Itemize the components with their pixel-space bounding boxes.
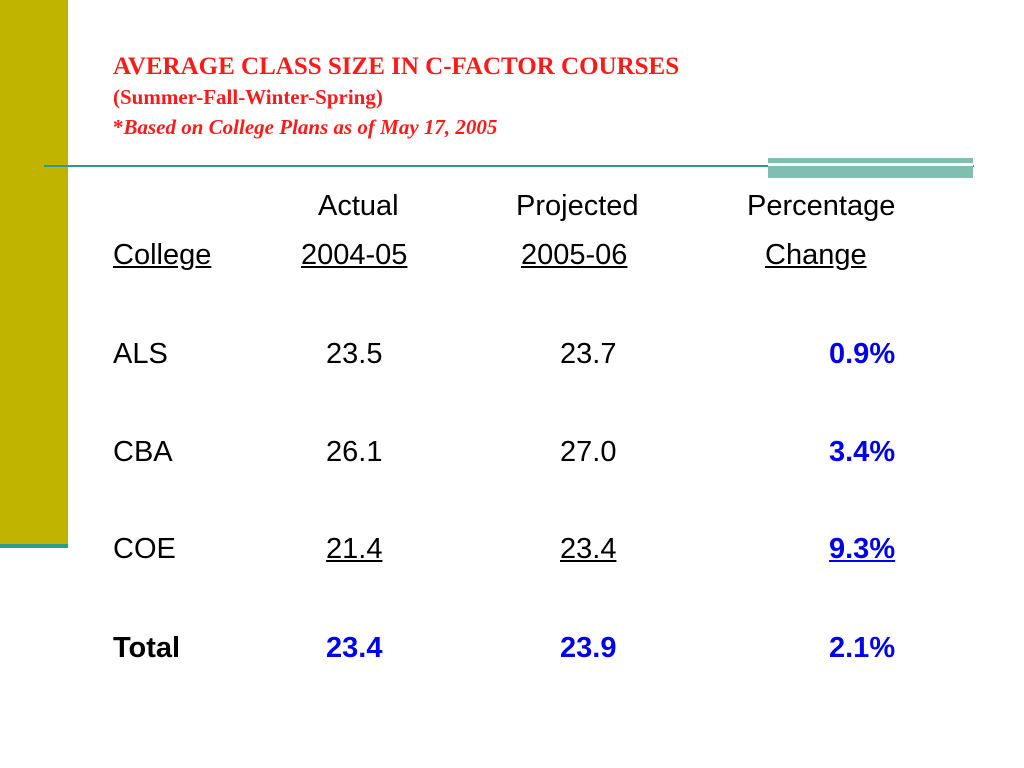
- header-percentage: Percentage: [747, 190, 896, 222]
- row-projected: 23.7: [560, 338, 617, 370]
- title-main: AVERAGE CLASS SIZE IN C-FACTOR COURSES: [113, 53, 680, 80]
- row-change: 0.9%: [829, 338, 896, 370]
- title-note: *Based on College Plans as of May 17, 20…: [113, 112, 679, 142]
- divider-accent-strip: [768, 163, 973, 166]
- row-college: COE: [113, 533, 176, 565]
- row-actual: 21.4: [326, 533, 383, 565]
- slide-title: AVERAGE CLASS SIZE IN C-FACTOR COURSES (…: [113, 52, 679, 142]
- title-note-text: Based on College Plans as of May 17, 200…: [123, 115, 498, 139]
- title-note-star: *: [113, 115, 124, 139]
- title-subtitle: (Summer-Fall-Winter-Spring): [113, 85, 383, 109]
- row-actual: 26.1: [326, 436, 383, 468]
- header-projected: Projected: [516, 190, 639, 222]
- row-change: 9.3%: [829, 533, 896, 565]
- total-change: 2.1%: [829, 632, 896, 664]
- row-projected: 27.0: [560, 436, 617, 468]
- header-college: College: [113, 239, 212, 271]
- header-actual-year: 2004-05: [301, 239, 408, 271]
- row-change: 3.4%: [829, 436, 896, 468]
- total-actual: 23.4: [326, 632, 383, 664]
- header-change: Change: [765, 239, 867, 271]
- left-accent-bar: [0, 0, 68, 545]
- left-accent-underline: [0, 544, 68, 548]
- row-projected: 23.4: [560, 533, 617, 565]
- title-divider: [44, 165, 974, 167]
- total-label: Total: [113, 632, 181, 664]
- header-actual: Actual: [318, 190, 399, 222]
- row-college: CBA: [113, 436, 173, 468]
- divider-accent-block: [768, 158, 973, 178]
- total-projected: 23.9: [560, 632, 617, 664]
- header-projected-year: 2005-06: [521, 239, 628, 271]
- row-actual: 23.5: [326, 338, 383, 370]
- row-college: ALS: [113, 338, 168, 370]
